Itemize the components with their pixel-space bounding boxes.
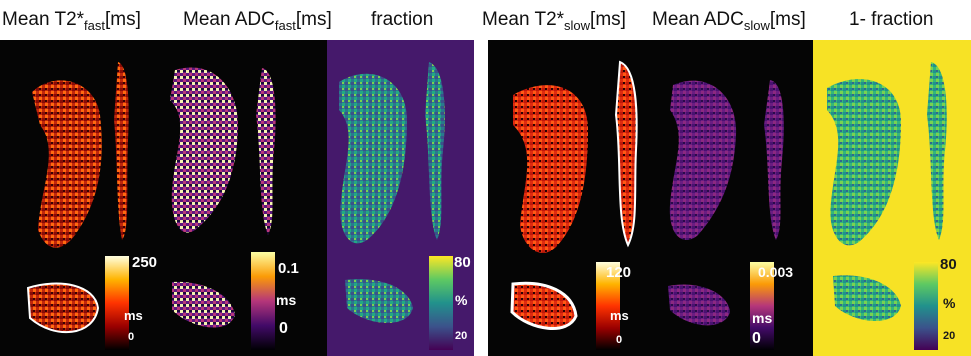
colorbar-one-minus-fraction-max: 80: [940, 256, 957, 273]
colorbar-t2-slow-max: 120: [606, 264, 632, 281]
colorbar-adc-slow: [750, 262, 774, 350]
panel-fast-maps: 250 ms 0 0.1 ms 0: [0, 40, 327, 356]
colorbar-t2-slow: [596, 262, 620, 350]
colorbar-fraction: [429, 256, 453, 350]
colorbar-t2-fast: [105, 256, 129, 350]
one-minus-fraction-map-image: [827, 62, 947, 322]
slow-maps-image: [510, 60, 784, 330]
panel-fraction: 80 % 20: [327, 40, 474, 356]
colorbar-adc-slow-max: 0.003: [758, 264, 794, 280]
colorbar-t2-fast-min: 0: [128, 331, 135, 343]
colorbar-t2-fast-max: 250: [132, 254, 158, 271]
colorbar-adc-slow-unit: ms: [752, 310, 773, 326]
panel-slow-maps: 120 ms 0 0.003 ms 0: [488, 40, 813, 356]
colorbar-adc-fast-max: 0.1: [278, 260, 299, 277]
panel-one-minus-fraction: 80 % 20: [813, 40, 971, 356]
header-fraction: fraction: [371, 9, 434, 30]
colorbar-one-minus-fraction-unit: %: [943, 295, 956, 311]
colorbar-one-minus-fraction: [914, 262, 938, 350]
fast-maps-image: [26, 62, 276, 334]
colorbar-t2-slow-min: 0: [616, 334, 623, 346]
colorbar-adc-fast: [251, 252, 275, 350]
colorbar-t2-fast-unit: ms: [124, 308, 143, 323]
fraction-map-image: [339, 62, 445, 324]
colorbar-fraction-max: 80: [454, 254, 471, 271]
colorbar-t2-slow-unit: ms: [610, 308, 629, 323]
colorbar-adc-fast-min: 0: [279, 320, 288, 337]
colorbar-one-minus-fraction-min: 20: [943, 330, 956, 342]
colorbar-adc-fast-unit: ms: [276, 292, 297, 308]
header-t2-fast: Mean T2*fast[ms]: [2, 9, 141, 33]
header-t2-slow: Mean T2*slow[ms]: [482, 9, 626, 33]
colorbar-fraction-min: 20: [455, 330, 468, 342]
header-one-minus-fraction: 1- fraction: [849, 9, 934, 30]
panel-divider: [474, 40, 488, 356]
header-adc-slow: Mean ADCslow[ms]: [652, 9, 806, 33]
colorbar-fraction-unit: %: [455, 292, 468, 308]
header-adc-fast: Mean ADCfast[ms]: [183, 9, 332, 33]
colorbar-adc-slow-min: 0: [752, 330, 761, 347]
